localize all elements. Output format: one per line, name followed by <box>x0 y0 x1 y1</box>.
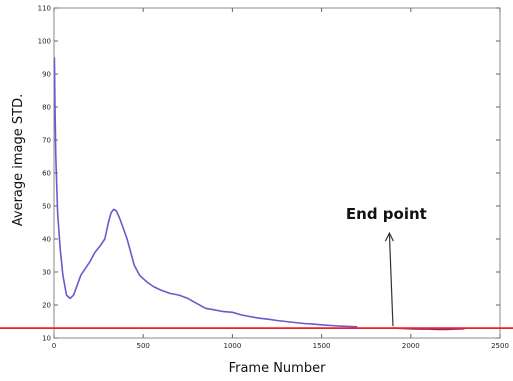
series-line-1 <box>53 57 358 328</box>
y-tick-label: 110 <box>38 5 51 13</box>
x-tick-label: 1000 <box>223 342 241 350</box>
x-tick-label: 1500 <box>313 342 331 350</box>
y-tick-label: 100 <box>38 38 51 46</box>
y-tick-label: 40 <box>42 236 51 244</box>
y-tick-label: 10 <box>42 335 51 343</box>
y-axis-title: Average image STD. <box>11 94 26 226</box>
y-tick-label: 70 <box>42 137 51 145</box>
y-tick-label: 20 <box>42 302 51 310</box>
annotation-arrowhead <box>384 231 394 242</box>
annotation-arrow <box>388 233 394 327</box>
plot-frame <box>53 7 501 339</box>
x-tick-label: 2000 <box>402 342 420 350</box>
y-ticks: 10 20 30 40 50 60 70 80 90 100 110 <box>38 5 500 343</box>
y-tick-label: 30 <box>42 269 51 277</box>
x-axis-title: Frame Number <box>229 361 327 376</box>
series-group <box>53 57 465 331</box>
y-tick-label: 80 <box>42 104 51 112</box>
y-tick-label: 50 <box>42 203 51 211</box>
y-tick-label: 60 <box>42 170 51 178</box>
annotation-label: End point <box>346 205 427 223</box>
x-tick-label: 500 <box>137 342 150 350</box>
x-tick-label: 0 <box>52 342 56 350</box>
end-point-annotation: End point <box>346 205 427 327</box>
y-tick-label: 90 <box>42 71 51 79</box>
x-ticks: 0 500 1000 1500 2000 2500 <box>52 8 509 350</box>
x-tick-label: 2500 <box>491 342 509 350</box>
